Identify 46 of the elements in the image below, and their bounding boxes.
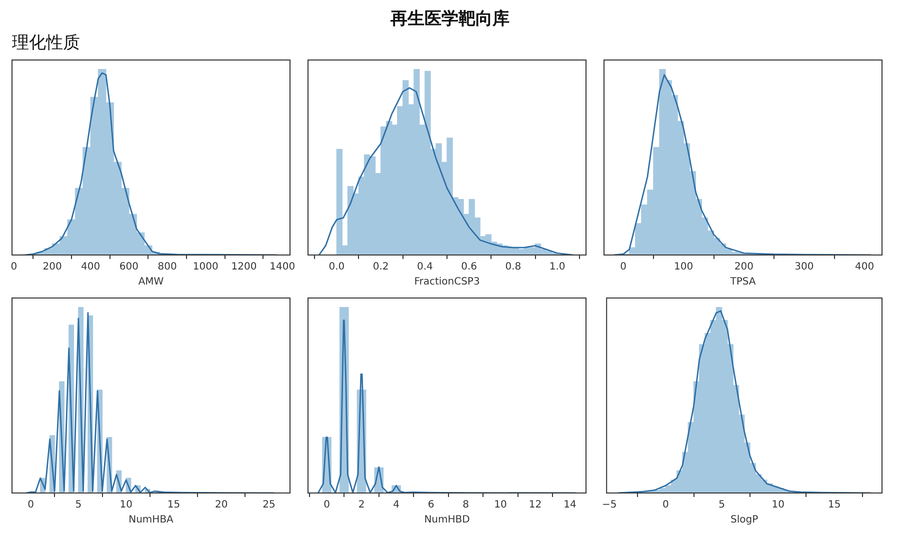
x-tick-label: 0.8 xyxy=(505,262,522,273)
x-tick-label: 200 xyxy=(734,262,754,273)
x-tick-label: 0.4 xyxy=(416,262,433,273)
x-tick-label: 0 xyxy=(10,262,18,273)
x-tick-label: 0.2 xyxy=(372,262,389,273)
x-tick-label: 10 xyxy=(772,500,784,511)
x-axis-title: AMW xyxy=(138,276,164,288)
x-tick-label: 100 xyxy=(674,262,694,273)
x-tick-label: 5 xyxy=(718,500,726,511)
x-axis-title: NumHBD xyxy=(424,514,470,526)
x-tick-label: 600 xyxy=(119,262,138,273)
x-tick-label: 300 xyxy=(794,262,814,273)
x-tick-label: 4 xyxy=(393,500,400,511)
x-tick-label: 6 xyxy=(428,500,434,511)
x-axis-title: NumHBA xyxy=(128,514,174,526)
text: 理化性质 xyxy=(11,32,81,55)
x-tick-label: 200 xyxy=(42,262,62,273)
text: 再生医学靶向库 xyxy=(390,8,510,30)
x-axis-title: FractionCSP3 xyxy=(414,276,480,288)
x-tick-label: 0 xyxy=(324,500,330,511)
x-tick-label: 1000 xyxy=(192,262,218,273)
x-tick-label: 0.0 xyxy=(328,262,345,273)
x-axis-title: TPSA xyxy=(729,276,756,288)
x-tick-label: 2 xyxy=(358,500,365,511)
x-tick-label: 800 xyxy=(158,262,177,273)
x-tick-label: 1400 xyxy=(270,262,296,273)
x-tick-label: 8 xyxy=(462,500,469,511)
x-tick-label: 0 xyxy=(28,500,34,511)
x-tick-label: 20 xyxy=(215,500,228,511)
x-tick-label: 5 xyxy=(75,500,82,511)
x-axis-title: SlogP xyxy=(730,514,758,526)
x-tick-label: 400 xyxy=(81,262,100,273)
x-tick-label: 400 xyxy=(854,262,874,273)
x-tick-label: 14 xyxy=(564,500,576,511)
x-tick-label: 1.0 xyxy=(549,262,566,273)
x-tick-label: 25 xyxy=(262,500,276,511)
x-tick-label: 15 xyxy=(167,500,180,511)
x-tick-label: 0 xyxy=(620,262,626,273)
x-tick-label: 10 xyxy=(120,500,132,511)
x-tick-label: −5 xyxy=(602,500,617,511)
x-tick-label: 12 xyxy=(528,500,542,511)
x-tick-label: 15 xyxy=(828,500,841,511)
x-tick-label: 10 xyxy=(494,500,507,511)
x-tick-label: 1200 xyxy=(231,262,257,273)
x-tick-label: 0 xyxy=(662,500,669,511)
x-tick-label: 0.6 xyxy=(461,262,478,273)
